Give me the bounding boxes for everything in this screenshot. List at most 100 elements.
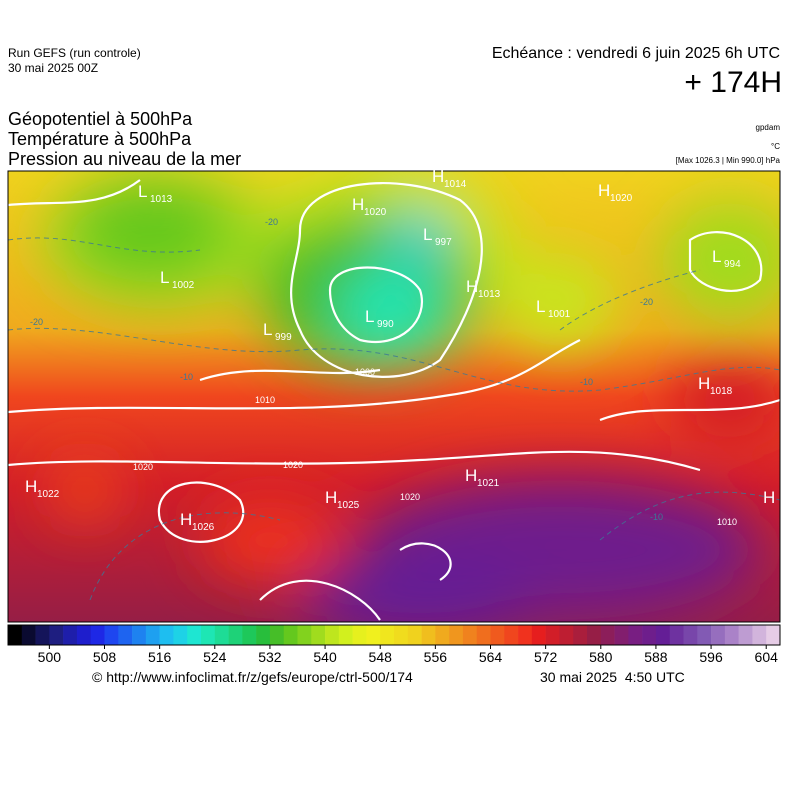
colorbar-swatch bbox=[242, 625, 257, 645]
temperature-label: -20 bbox=[30, 317, 43, 327]
isobar-label: 1020 bbox=[400, 492, 420, 502]
field bbox=[8, 171, 780, 622]
colorbar-tick-label: 572 bbox=[534, 649, 558, 665]
colorbar-swatch bbox=[476, 625, 491, 645]
colorbar-tick-label: 500 bbox=[38, 649, 62, 665]
colorbar-tick-label: 540 bbox=[313, 649, 337, 665]
colorbar-swatch bbox=[642, 625, 657, 645]
isobar-label: 1010 bbox=[255, 395, 275, 405]
colorbar-frame bbox=[7, 624, 781, 646]
colorbar-swatch bbox=[256, 625, 271, 645]
colorbar-swatch bbox=[145, 625, 160, 645]
colorbar-swatch bbox=[587, 625, 602, 645]
pressure-value: 1021 bbox=[477, 478, 500, 489]
colorbar-swatch bbox=[600, 625, 615, 645]
colorbar-swatch bbox=[449, 625, 464, 645]
pressure-kind: L bbox=[138, 182, 147, 201]
colorbar-swatch bbox=[462, 625, 478, 645]
colorbar-swatch bbox=[573, 625, 588, 645]
colorbar-swatch bbox=[407, 625, 422, 645]
colorbar-swatch bbox=[297, 625, 312, 645]
pressure-kind: H bbox=[763, 488, 775, 507]
colorbar-tick-label: 516 bbox=[148, 649, 172, 665]
pressure-value: 999 bbox=[275, 332, 292, 343]
colorbar-swatch bbox=[338, 625, 353, 645]
pressure-kind: H bbox=[325, 488, 337, 507]
pressure-kind: L bbox=[365, 307, 374, 326]
colorbar-swatch bbox=[394, 625, 409, 645]
colorbar-tick-label: 524 bbox=[203, 649, 227, 665]
pressure-value: 1013 bbox=[150, 194, 173, 205]
colorbar-swatch bbox=[269, 625, 285, 645]
colorbar-swatch bbox=[669, 625, 684, 645]
pressure-value: 990 bbox=[377, 319, 394, 330]
colorbar-swatch bbox=[490, 625, 505, 645]
colorbar-swatch bbox=[8, 625, 23, 645]
colorbar-swatch bbox=[655, 625, 671, 645]
pressure-kind: H bbox=[352, 195, 364, 214]
pressure-kind: H bbox=[25, 477, 37, 496]
colorbar-swatch bbox=[752, 625, 767, 645]
temperature-label: -10 bbox=[650, 512, 663, 522]
colorbar-swatch bbox=[531, 625, 546, 645]
colorbar-swatch bbox=[352, 625, 367, 645]
run-date: 30 mai 2025 00Z bbox=[8, 61, 99, 75]
colorbar-swatch bbox=[201, 625, 216, 645]
pressure-value: 1022 bbox=[37, 489, 60, 500]
colorbar-tick-label: 564 bbox=[479, 649, 503, 665]
colorbar-swatch bbox=[63, 625, 78, 645]
colorbar-swatch bbox=[724, 625, 739, 645]
temperature-label: -10 bbox=[180, 372, 193, 382]
pressure-kind: H bbox=[180, 510, 192, 529]
pressure-value: 997 bbox=[435, 237, 452, 248]
colorbar-swatch bbox=[132, 625, 147, 645]
colorbar-swatch bbox=[228, 625, 243, 645]
pressure-value: 1025 bbox=[337, 500, 360, 511]
colorbar-swatch bbox=[711, 625, 726, 645]
pressure-kind: H bbox=[465, 466, 477, 485]
colorbar-swatch bbox=[421, 625, 436, 645]
colorbar-tick-label: 596 bbox=[699, 649, 723, 665]
colorbar-swatch bbox=[159, 625, 174, 645]
colorbar-swatch bbox=[380, 625, 395, 645]
isobar-label: 1020 bbox=[133, 462, 153, 472]
colorbar-swatch bbox=[173, 625, 188, 645]
colorbar-swatch bbox=[76, 625, 92, 645]
isobar-label: 1000 bbox=[355, 367, 375, 377]
colorbar-swatch bbox=[90, 625, 105, 645]
colorbar-tick-label: 580 bbox=[589, 649, 613, 665]
pressure-kind: L bbox=[160, 268, 169, 287]
colorbar-swatch bbox=[766, 625, 781, 645]
pressure-kind: H bbox=[598, 181, 610, 200]
pressure-value: 1014 bbox=[444, 179, 467, 190]
unit: [Max 1026.3 | Min 990.0] hPa bbox=[675, 156, 780, 165]
colorbar-swatch bbox=[697, 625, 712, 645]
colorbar-swatch bbox=[738, 625, 753, 645]
pressure-kind: H bbox=[698, 374, 710, 393]
pressure-value: 1018 bbox=[710, 386, 733, 397]
colorbar-tick-label: 548 bbox=[369, 649, 393, 665]
pressure-value: 1026 bbox=[192, 522, 215, 533]
colorbar-swatch bbox=[628, 625, 643, 645]
pressure-kind: L bbox=[423, 225, 432, 244]
pressure-value: 1020 bbox=[610, 193, 633, 204]
colorbar-tick-label: 532 bbox=[258, 649, 282, 665]
colorbar-tick-label: 508 bbox=[93, 649, 117, 665]
footer-timestamp: 30 mai 2025 4:50 UTC bbox=[540, 669, 685, 685]
lead-time: + 174H bbox=[684, 66, 782, 99]
colorbar-tick-label: 604 bbox=[755, 649, 779, 665]
temperature-label: -20 bbox=[265, 217, 278, 227]
colorbar-swatch bbox=[614, 625, 629, 645]
temperature-label: -10 bbox=[580, 377, 593, 387]
colorbar-swatch bbox=[325, 625, 340, 645]
legend-line: Pression au niveau de la mer bbox=[8, 149, 242, 169]
isobar-label: 1010 bbox=[717, 517, 737, 527]
colorbar-swatch bbox=[435, 625, 450, 645]
run-label: Run GEFS (run controle) bbox=[8, 46, 141, 60]
pressure-kind: L bbox=[536, 297, 545, 316]
legend-line: Géopotentiel à 500hPa bbox=[8, 109, 193, 129]
colorbar-swatch bbox=[545, 625, 560, 645]
colorbar-swatch bbox=[559, 625, 574, 645]
